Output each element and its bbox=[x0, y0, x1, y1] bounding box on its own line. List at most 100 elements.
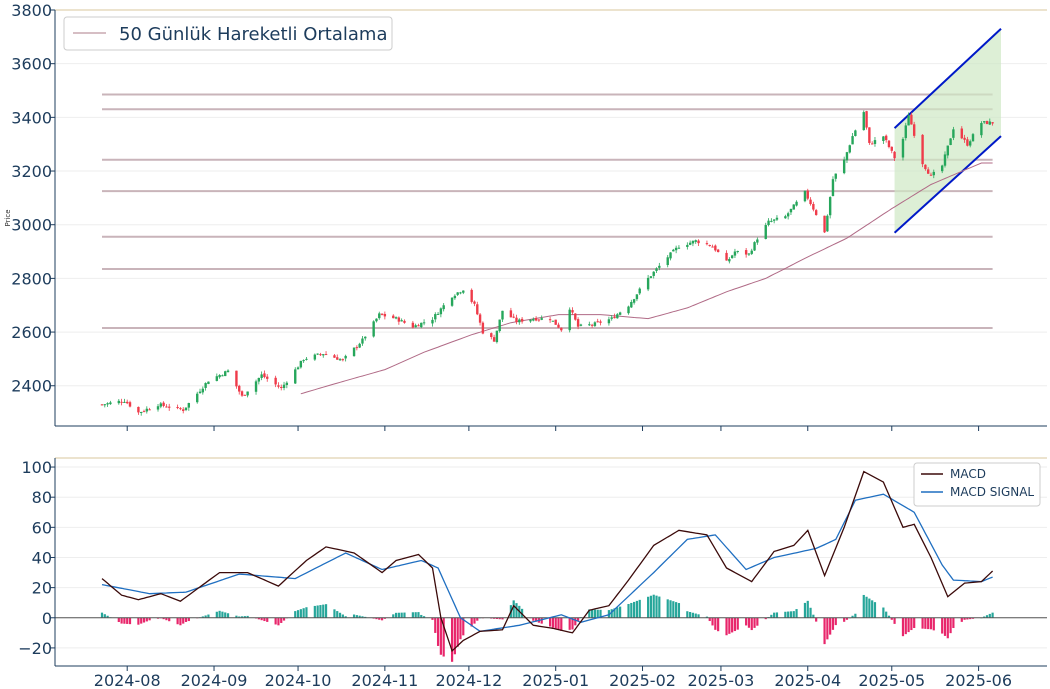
candle-body bbox=[949, 138, 952, 146]
candle-body bbox=[548, 319, 552, 321]
candle-body bbox=[697, 240, 700, 244]
macd-hist-bar bbox=[294, 611, 297, 618]
candle-body bbox=[728, 259, 731, 262]
candle-body bbox=[380, 313, 384, 315]
candle-body bbox=[828, 197, 832, 216]
candle-body bbox=[579, 324, 583, 326]
macd-hist-bar bbox=[725, 617, 728, 636]
macd-hist-bar bbox=[985, 615, 989, 618]
macd-hist-bar bbox=[554, 617, 557, 629]
candle-body bbox=[736, 250, 739, 252]
price-plot-area bbox=[55, 10, 1047, 426]
candle-body bbox=[893, 151, 896, 159]
macd-hist-bar bbox=[677, 603, 681, 618]
candle-body bbox=[868, 127, 871, 143]
price-channel-upper bbox=[893, 28, 1002, 129]
macd-hist-bar bbox=[655, 595, 658, 618]
macd-ytick-label: 0 bbox=[42, 609, 52, 628]
candle-body bbox=[453, 295, 457, 299]
macd-hist-bar bbox=[593, 609, 597, 618]
candle-body bbox=[137, 406, 140, 413]
candle-body bbox=[593, 322, 597, 326]
macd-hist-bar bbox=[411, 612, 414, 618]
candle-body bbox=[140, 411, 143, 413]
macd-hist-bar bbox=[145, 617, 148, 622]
candle-body bbox=[551, 320, 555, 322]
macd-hist-bar bbox=[414, 612, 417, 618]
price-legend: 50 Günlük Hareketli Ortalama bbox=[63, 16, 393, 51]
candle-body bbox=[361, 338, 364, 344]
macd-hist-bar bbox=[610, 609, 613, 618]
candle-body bbox=[655, 268, 658, 271]
macd-hist-bar bbox=[829, 617, 832, 635]
macd-hist-bar bbox=[120, 617, 123, 624]
macd-hist-bar bbox=[204, 615, 207, 618]
macd-hist-bar bbox=[924, 617, 927, 629]
macd-hist-bar bbox=[784, 611, 787, 618]
candle-body bbox=[890, 146, 893, 151]
macd-hist-bar bbox=[420, 614, 423, 618]
macd-hist-bar bbox=[946, 617, 949, 639]
xtick-label: 2024-10 bbox=[265, 671, 332, 689]
candle-body bbox=[747, 253, 751, 255]
candle-body bbox=[826, 215, 829, 232]
macd-hist-bar bbox=[319, 605, 322, 618]
macd-line bbox=[101, 470, 994, 653]
macd-hist-bar bbox=[201, 616, 204, 618]
macd-hist-bar bbox=[422, 616, 426, 618]
candle-body bbox=[792, 204, 795, 210]
candle-body bbox=[688, 242, 692, 245]
candle-body bbox=[596, 321, 599, 323]
macd-hist-bar bbox=[226, 613, 230, 618]
macd-hist-bar bbox=[498, 617, 501, 620]
macd-hist-bar bbox=[316, 605, 319, 618]
macd-hist-bar bbox=[439, 617, 442, 655]
price-panel: 2400 2600 2800 3000 3200 3400 3600 3800 Price 5… bbox=[4, 1, 1047, 431]
price-ytick-label: 2600 bbox=[11, 323, 52, 342]
macd-hist-bar bbox=[442, 617, 445, 657]
candle-body bbox=[924, 164, 927, 170]
macd-hist-bar bbox=[266, 617, 269, 622]
macd-hist-bar bbox=[162, 617, 165, 620]
macd-hist-bar bbox=[495, 617, 498, 620]
candle-body bbox=[263, 373, 266, 378]
macd-hist-bar bbox=[560, 617, 563, 631]
macd-hist-bar bbox=[633, 601, 636, 618]
macd-hist-bar bbox=[711, 617, 714, 626]
candle-body bbox=[733, 251, 737, 256]
macd-hist-bar bbox=[313, 605, 316, 618]
candle-body bbox=[887, 140, 891, 148]
macd-hist-bar bbox=[282, 617, 286, 621]
macd-hist-bar bbox=[400, 612, 403, 618]
macd-hist-bar bbox=[274, 617, 277, 625]
candle-body bbox=[215, 376, 219, 381]
candle-body bbox=[812, 203, 815, 210]
candle-body bbox=[243, 394, 247, 396]
candle-body bbox=[574, 313, 577, 320]
macd-hist-bar bbox=[885, 611, 888, 618]
macd-hist-bar bbox=[952, 617, 955, 629]
candle-body bbox=[420, 322, 423, 328]
macd-hist-bar bbox=[140, 617, 143, 624]
candle-body bbox=[529, 319, 532, 322]
candle-body bbox=[417, 325, 420, 327]
macd-hist-bar bbox=[215, 611, 218, 618]
macd-hist-bar bbox=[882, 607, 885, 618]
candle-body bbox=[240, 391, 244, 396]
macd-hist-bar bbox=[775, 612, 779, 618]
candle-body bbox=[198, 391, 202, 394]
macd-hist-bar bbox=[871, 600, 874, 618]
macd-signal-line bbox=[101, 493, 993, 632]
candle-body bbox=[940, 165, 944, 172]
candle-body bbox=[145, 408, 149, 412]
candle-body bbox=[450, 297, 454, 306]
macd-hist-bar bbox=[792, 611, 795, 618]
macd-hist-bar bbox=[302, 608, 305, 618]
macd-hist-bar bbox=[969, 617, 972, 620]
candle-body bbox=[770, 220, 773, 222]
macd-hist-bar bbox=[834, 617, 837, 626]
macd-hist-bar bbox=[305, 607, 308, 618]
candle-body bbox=[669, 252, 672, 259]
macd-hist-bar bbox=[666, 599, 669, 618]
candle-body bbox=[980, 123, 983, 136]
